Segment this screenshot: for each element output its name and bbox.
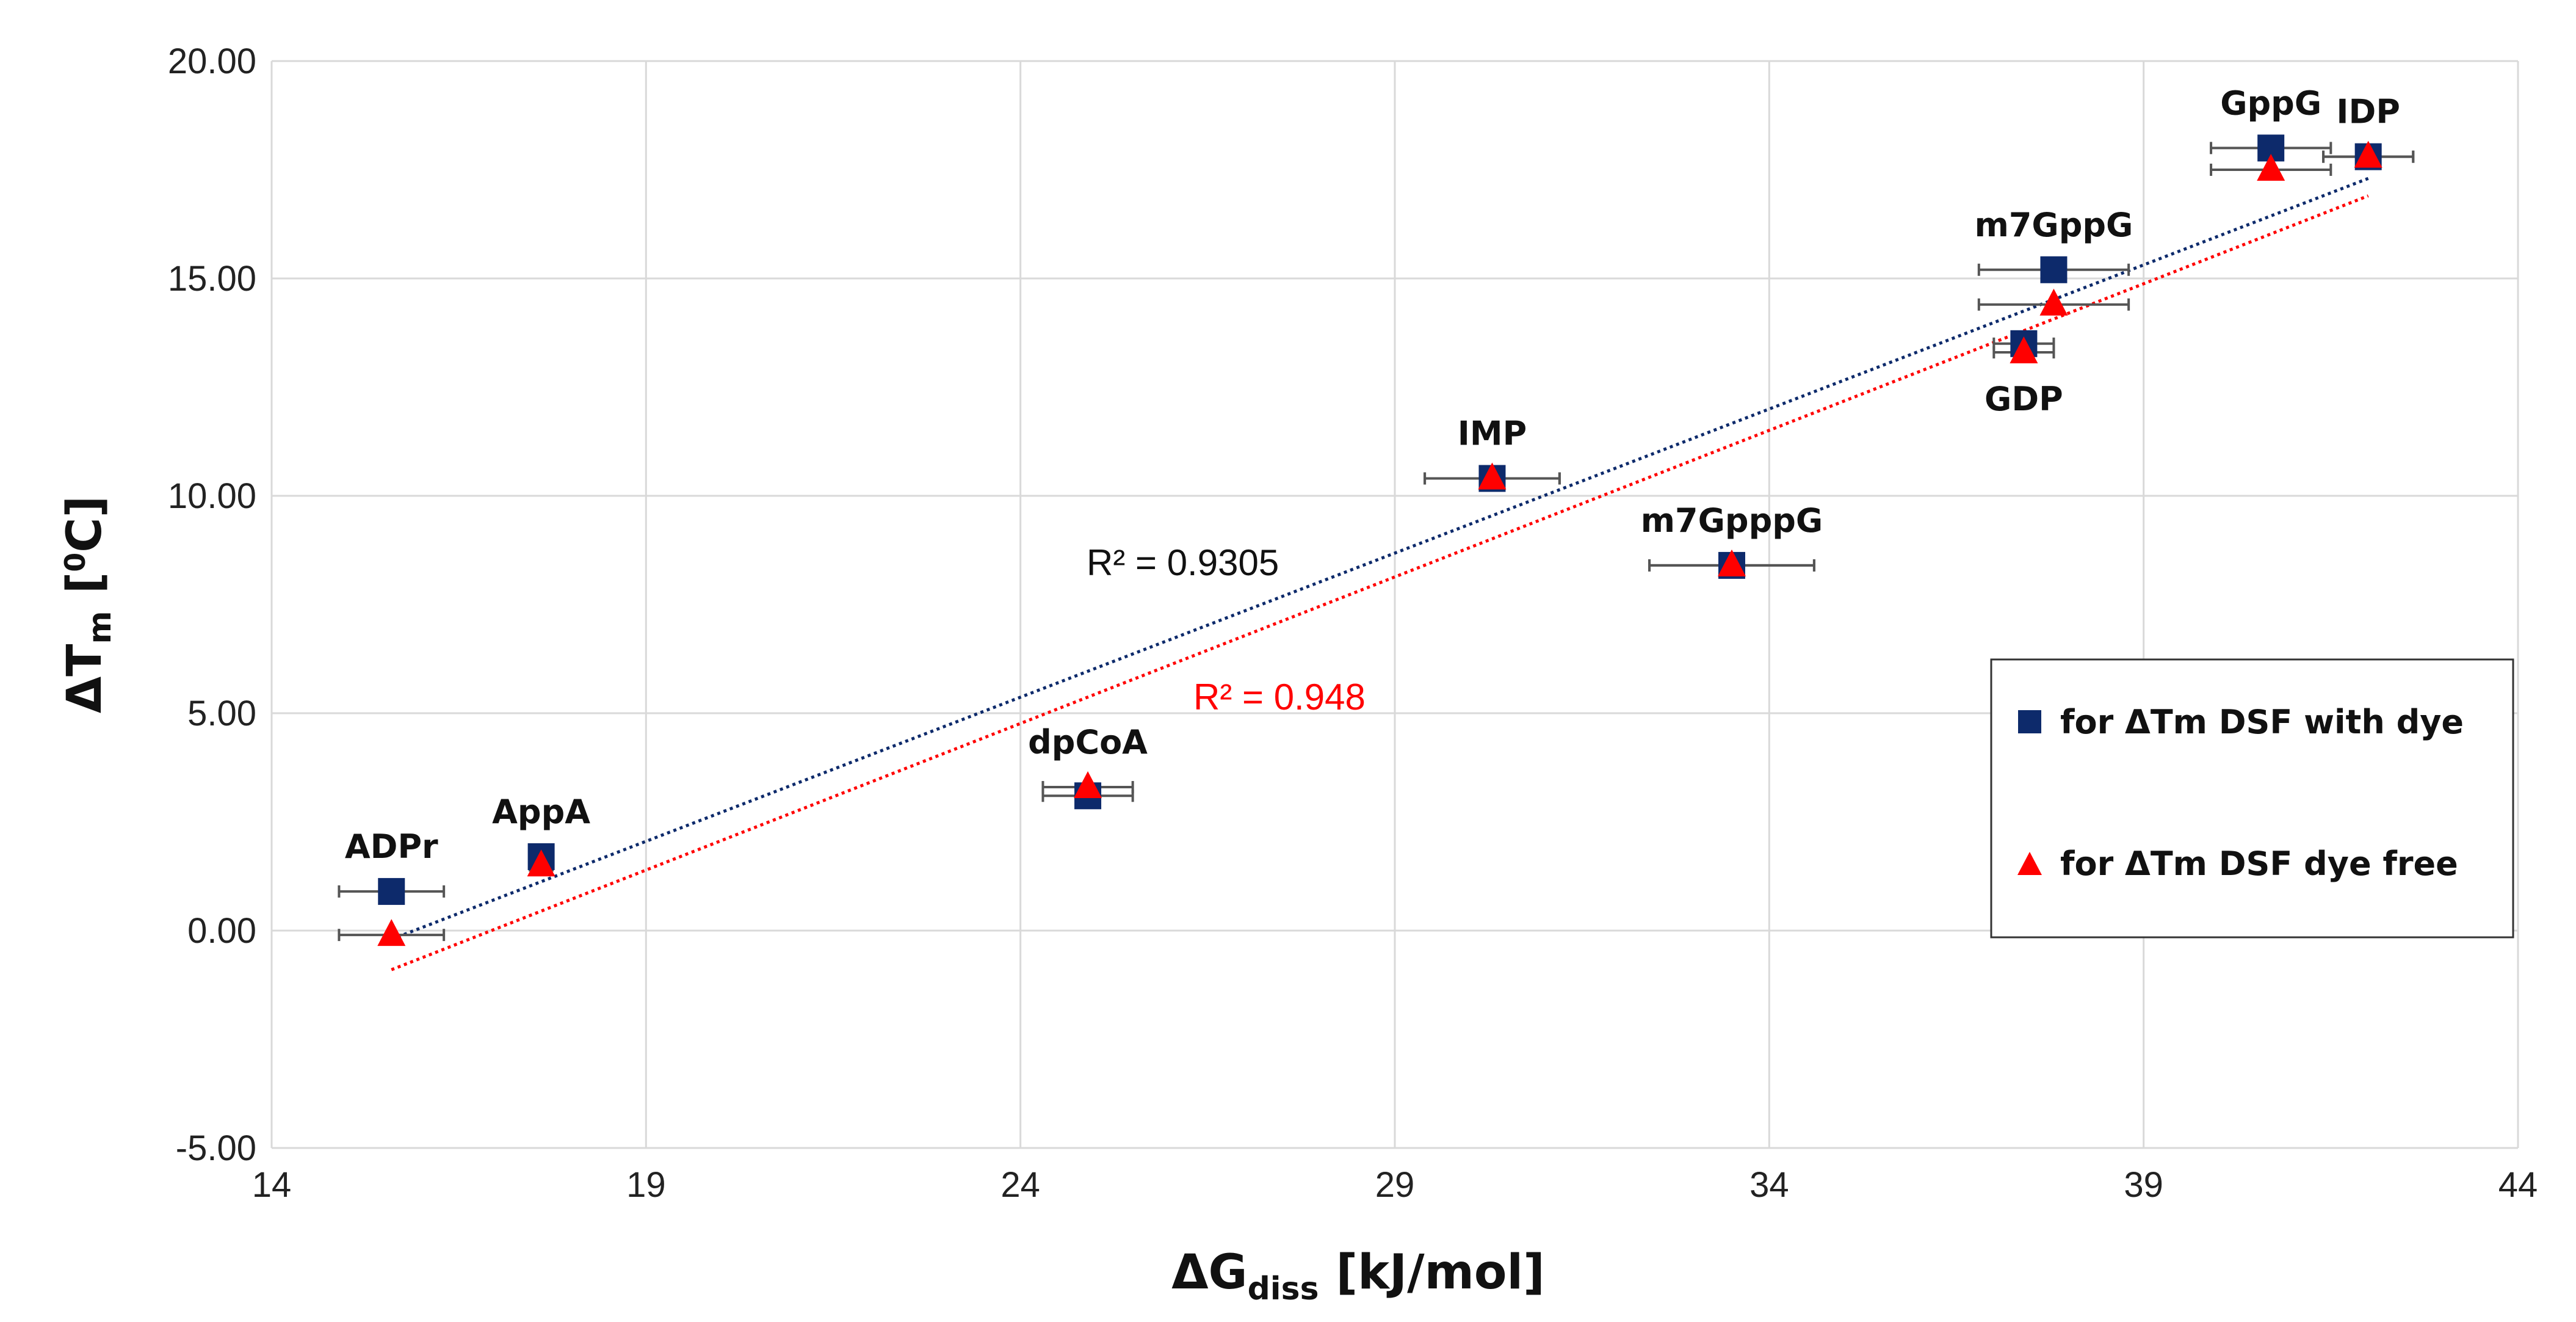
y-axis-title-sub: m bbox=[82, 611, 118, 644]
point-label: GppG bbox=[2220, 84, 2321, 122]
point-label: IMP bbox=[1458, 415, 1527, 453]
legend-label-dye-free: for ΔTm DSF dye free bbox=[2060, 844, 2458, 883]
grid-lines bbox=[270, 60, 2519, 1149]
x-tick-label: 39 bbox=[2124, 1165, 2163, 1205]
legend-triangle-marker bbox=[2017, 852, 2042, 875]
x-axis-title-unit: [kJ/mol] bbox=[1336, 1245, 1545, 1300]
marker-triangle-m7GpppG bbox=[1718, 549, 1746, 576]
point-label: m7GpppG bbox=[1641, 501, 1823, 540]
y-axis-title-close: C] bbox=[57, 496, 112, 553]
r2-annotation-dye: R² = 0.9305 bbox=[1087, 542, 1279, 583]
marker-triangle-IDP bbox=[2354, 140, 2382, 168]
x-axis-title-base: ΔG bbox=[1171, 1245, 1247, 1300]
point-labels: ADPr AppA dpCoA IMP m7GpppG GDP m7GppG GppG IDP bbox=[345, 84, 2400, 866]
marker-triangle-dpCoA bbox=[1074, 771, 1102, 799]
point-label: dpCoA bbox=[1028, 723, 1148, 761]
point-label: ADPr bbox=[345, 827, 438, 866]
y-axis-title-sup: 0 bbox=[59, 553, 92, 572]
trendlines bbox=[391, 176, 2369, 972]
x-tick-label: 34 bbox=[1749, 1165, 1789, 1205]
x-tick-label: 44 bbox=[2498, 1165, 2538, 1205]
legend-label-dye: for ΔTm DSF with dye bbox=[2060, 703, 2464, 741]
point-label: IDP bbox=[2336, 93, 2400, 131]
marker-triangle-GppG bbox=[2257, 154, 2285, 181]
point-label: m7GppG bbox=[1975, 206, 2133, 244]
marker-triangle-ADPr bbox=[377, 919, 406, 946]
x-tick-label: 14 bbox=[252, 1165, 292, 1205]
x-tick-label: 19 bbox=[626, 1165, 666, 1205]
x-tick-label: 24 bbox=[1000, 1165, 1040, 1205]
marker-triangle-IMP bbox=[1478, 462, 1507, 490]
marker-triangle-AppA bbox=[527, 849, 555, 877]
marker-square-m7GppG bbox=[2040, 256, 2068, 283]
point-label: GDP bbox=[1984, 380, 2063, 418]
y-tick-label: 10.00 bbox=[168, 476, 256, 516]
y-tick-label: -5.00 bbox=[176, 1128, 256, 1168]
y-axis-title-base: ΔT bbox=[57, 644, 112, 714]
marker-triangle-m7GppG bbox=[2039, 288, 2068, 316]
y-tick-label: 20.00 bbox=[168, 42, 256, 81]
marker-triangle-GDP bbox=[2010, 336, 2038, 364]
data-markers bbox=[377, 134, 2382, 946]
legend: for ΔTm DSF with dye for ΔTm DSF dye fre… bbox=[1990, 658, 2514, 939]
trendline-dye-free bbox=[391, 194, 2369, 972]
r2-annotation-dye-free: R² = 0.948 bbox=[1193, 677, 1366, 717]
y-axis-title-open: [ bbox=[57, 572, 112, 594]
x-tick-label: 29 bbox=[1375, 1165, 1415, 1205]
y-axis-title: ΔTm [0C] bbox=[57, 496, 118, 713]
point-label: AppA bbox=[492, 793, 590, 831]
legend-square-marker bbox=[2018, 710, 2041, 733]
legend-frame bbox=[1990, 658, 2514, 939]
x-axis-title: ΔGdiss [kJ/mol] bbox=[1171, 1245, 1545, 1307]
tick-labels: 14 19 24 29 34 39 44 -5.00 0.00 5.00 10.00 15.00 20.… bbox=[168, 42, 2538, 1205]
y-tick-label: 5.00 bbox=[187, 694, 256, 733]
marker-square-ADPr bbox=[378, 877, 405, 905]
x-axis-title-sub: diss bbox=[1248, 1271, 1319, 1307]
y-tick-label: 0.00 bbox=[187, 911, 256, 951]
y-tick-label: 15.00 bbox=[168, 259, 256, 299]
